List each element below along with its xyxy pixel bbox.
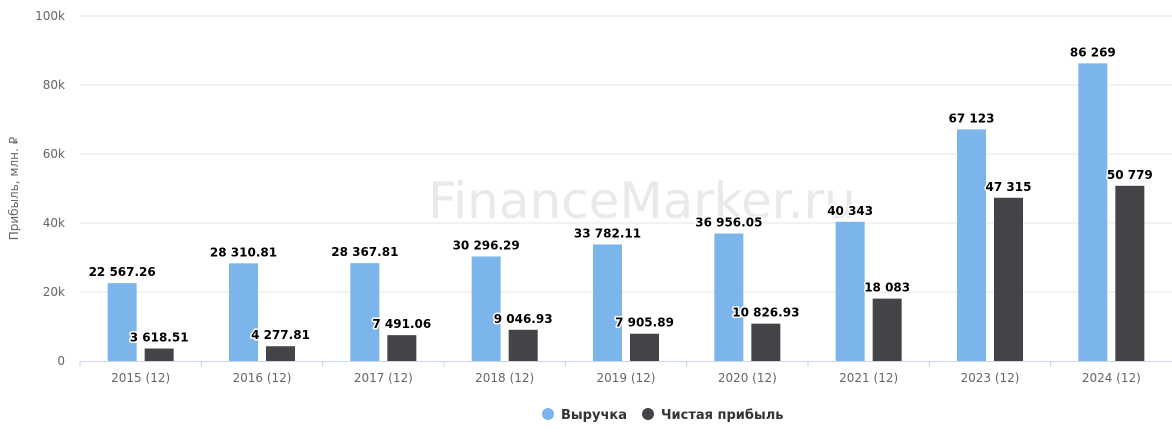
- bar-net-profit[interactable]: [630, 333, 659, 361]
- data-label-revenue: 36 956.05: [695, 216, 762, 230]
- bar-net-profit[interactable]: [266, 346, 295, 361]
- data-label-revenue: 40 343: [827, 204, 873, 218]
- y-tick-label: 80k: [43, 78, 65, 92]
- y-axis-ticks: 0 20k 40k 60k 80k 100k: [35, 9, 65, 368]
- y-tick-label: 20k: [43, 285, 65, 299]
- bar-revenue[interactable]: [593, 244, 622, 361]
- data-label-net-profit: 18 083: [864, 281, 910, 295]
- legend-marker: [542, 408, 554, 420]
- data-label-revenue: 22 567.26: [89, 265, 156, 279]
- legend-item-revenue[interactable]: Выручка: [542, 408, 627, 423]
- data-label-revenue: 33 782.11: [574, 226, 641, 240]
- y-tick-label: 40k: [43, 216, 65, 230]
- bar-net-profit[interactable]: [1115, 185, 1145, 361]
- x-tick-label: 2018 (12): [475, 371, 534, 385]
- x-tick-label: 2021 (12): [839, 371, 898, 385]
- bar-revenue[interactable]: [107, 283, 137, 361]
- watermark-text: FinanceMarker.ru: [428, 172, 856, 230]
- bar-net-profit[interactable]: [872, 298, 902, 361]
- legend-item-net-profit[interactable]: Чистая прибыль: [642, 408, 783, 423]
- y-axis-title: Прибыль, млн. ₽: [7, 136, 21, 240]
- data-label-revenue: 86 269: [1070, 45, 1116, 59]
- bars: [107, 63, 1145, 361]
- x-tick-label: 2023 (12): [961, 371, 1020, 385]
- bar-net-profit[interactable]: [508, 329, 538, 361]
- data-label-net-profit: 50 779: [1107, 168, 1153, 182]
- gridlines: [80, 15, 1172, 293]
- data-label-net-profit: 10 826.93: [732, 306, 799, 320]
- data-label-revenue: 67 123: [949, 111, 995, 125]
- bar-revenue[interactable]: [835, 221, 865, 361]
- data-label-net-profit: 9 046.93: [494, 312, 553, 326]
- bar-revenue[interactable]: [471, 256, 501, 361]
- data-label-net-profit: 47 315: [986, 180, 1032, 194]
- x-tick-label: 2017 (12): [354, 371, 413, 385]
- bar-net-profit[interactable]: [387, 335, 417, 361]
- y-tick-label: 0: [57, 354, 65, 368]
- bar-revenue[interactable]: [714, 233, 744, 361]
- x-tick-label: 2015 (12): [111, 371, 170, 385]
- x-tick-label: 2019 (12): [597, 371, 656, 385]
- data-label-net-profit: 3 618.51: [130, 331, 189, 345]
- bar-revenue[interactable]: [957, 129, 986, 361]
- legend-marker: [642, 408, 654, 420]
- bar-revenue[interactable]: [229, 263, 258, 361]
- data-label-revenue: 30 296.29: [453, 238, 520, 252]
- data-label-net-profit: 7 905.89: [615, 316, 674, 330]
- y-tick-label: 60k: [43, 147, 65, 161]
- data-label-revenue: 28 310.81: [210, 245, 277, 259]
- x-tick-label: 2024 (12): [1082, 371, 1141, 385]
- bar-revenue[interactable]: [1078, 63, 1108, 361]
- legend-label: Чистая прибыль: [661, 408, 783, 423]
- legend-label: Выручка: [561, 408, 627, 423]
- bar-net-profit[interactable]: [994, 197, 1023, 361]
- legend: Выручка Чистая прибыль: [542, 408, 783, 423]
- data-label-net-profit: 7 491.06: [372, 317, 431, 331]
- y-tick-label: 100k: [35, 9, 65, 23]
- x-axis-ticks: 2015 (12) 2016 (12) 2017 (12) 2018 (12) 2019…: [79, 361, 1141, 385]
- x-tick-label: 2020 (12): [718, 371, 777, 385]
- bar-revenue[interactable]: [350, 263, 380, 361]
- data-label-revenue: 28 367.81: [331, 245, 398, 259]
- data-label-net-profit: 4 277.81: [251, 328, 310, 342]
- data-labels: 22 567.26 3 618.51 28 310.81 4 277.81 28 367…: [87, 44, 1154, 346]
- bar-net-profit[interactable]: [144, 348, 174, 361]
- x-tick-label: 2016 (12): [233, 371, 292, 385]
- bar-net-profit[interactable]: [751, 323, 781, 361]
